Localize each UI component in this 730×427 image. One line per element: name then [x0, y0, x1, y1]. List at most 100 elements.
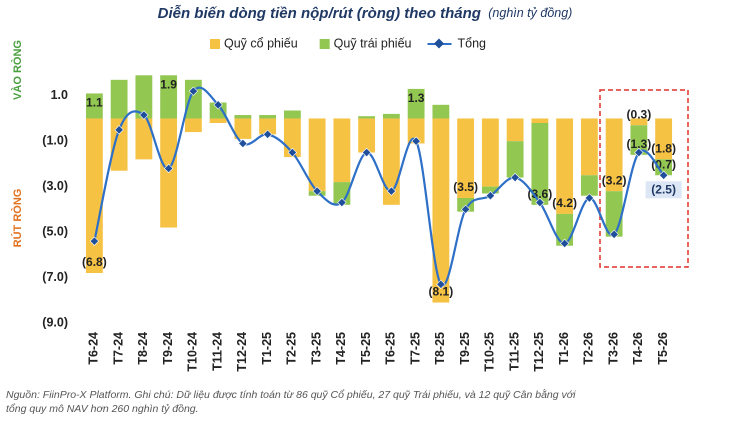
bar [358, 118, 376, 153]
marker [312, 186, 322, 196]
x-tick-label: T7-25 [408, 332, 422, 365]
x-tick-label: T10-25 [483, 332, 497, 372]
x-tick-label: T8-24 [136, 332, 150, 365]
bar [506, 118, 524, 142]
bar [457, 118, 475, 198]
marker [287, 147, 298, 158]
x-tick-label: T10-24 [186, 332, 200, 372]
marker [139, 110, 149, 120]
value-label: (3.2) [602, 173, 627, 187]
bar [655, 118, 673, 160]
marker [485, 191, 496, 201]
bar [160, 75, 178, 119]
x-tick-label: T6-24 [87, 332, 101, 365]
inflow-label: VÀO RÒNG [11, 40, 24, 100]
bar [481, 118, 499, 187]
value-label: (3.6) [528, 187, 553, 201]
marker [238, 138, 248, 149]
x-tick-label: T4-26 [631, 332, 645, 365]
marker [634, 147, 644, 158]
value-label: (3.5) [453, 180, 478, 194]
value-label: 1.9 [160, 77, 177, 91]
y-tick-label: (1.0) [42, 133, 68, 147]
bar [382, 113, 400, 119]
x-tick-label: T2-26 [582, 332, 596, 365]
bar [209, 118, 227, 123]
marker [163, 163, 174, 174]
x-tick-label: T11-24 [210, 332, 224, 371]
bar [333, 182, 351, 205]
note: Nguồn: FiinPro-X Platform. Ghi chú: Dữ l… [6, 388, 576, 401]
marker [386, 186, 397, 196]
x-tick-label: T6-25 [384, 332, 398, 365]
bar [234, 115, 252, 119]
subtitle: (nghìn tỷ đồng) [488, 6, 572, 20]
legend-label: Quỹ trái phiếu [334, 36, 412, 50]
bar [531, 123, 549, 205]
line [93, 86, 665, 287]
x-tick-label: T11-25 [507, 332, 521, 371]
bar [333, 118, 351, 183]
bar [110, 79, 128, 119]
marker [89, 236, 100, 246]
marker [584, 193, 595, 203]
bar [655, 159, 673, 176]
bar [184, 118, 202, 133]
bar [531, 118, 549, 123]
x-tick-label: T5-26 [656, 332, 670, 365]
marker [411, 136, 421, 146]
x-tick-label: T4-25 [334, 332, 348, 365]
value-label: (0.7) [651, 157, 676, 171]
legend-label: Tổng [458, 36, 487, 50]
chart-title: Diễn biến dòng tiền nộp/rút (ròng) theo … [158, 5, 573, 22]
bar [135, 118, 153, 160]
marker [510, 172, 520, 183]
marker [535, 197, 545, 208]
bar [234, 118, 252, 139]
x-tick-label: T3-25 [309, 332, 323, 365]
bar [481, 186, 499, 194]
bar [283, 110, 301, 119]
x-tick-label: T2-25 [285, 332, 299, 365]
bar [259, 115, 277, 119]
bar [135, 75, 153, 119]
value-label: (2.5) [651, 182, 676, 196]
marker [262, 129, 273, 140]
bar [605, 118, 623, 192]
x-tick-label: T9-24 [161, 332, 175, 365]
x-tick-label: T12-25 [532, 332, 546, 372]
value-label: (0.3) [627, 107, 652, 121]
value-label: (4.2) [552, 196, 577, 210]
legend-label: Quỹ cổ phiếu [224, 36, 298, 50]
value-label: 1.1 [86, 96, 103, 110]
marker [559, 238, 570, 249]
value-label: (6.8) [82, 255, 107, 269]
bar [209, 102, 227, 119]
bar [630, 125, 648, 155]
value-label-box [645, 181, 682, 199]
marker [361, 147, 372, 158]
legend-swatch [434, 38, 444, 49]
y-tick-label: (5.0) [42, 224, 68, 238]
y-tick-label: (3.0) [42, 179, 68, 193]
marker [436, 279, 446, 290]
x-tick-label: T1-26 [557, 332, 571, 365]
marker [609, 229, 619, 240]
bar [358, 116, 376, 119]
x-tick-label: T12-24 [235, 332, 249, 372]
bar [85, 93, 103, 119]
title: Diễn biến dòng tiền nộp/rút (ròng) theo … [158, 5, 481, 22]
bar [580, 175, 598, 196]
y-tick-label: (9.0) [42, 315, 68, 329]
marker [460, 204, 471, 215]
highlight-box [599, 89, 689, 268]
bar [432, 104, 450, 119]
bar [432, 118, 450, 303]
value-label: 1.3 [408, 91, 425, 105]
bar [407, 88, 425, 119]
bar [184, 79, 202, 119]
note: tổng quy mô NAV hơn 260 nghìn tỷ đồng. [6, 403, 199, 415]
marker [658, 170, 669, 180]
bar [110, 118, 128, 171]
